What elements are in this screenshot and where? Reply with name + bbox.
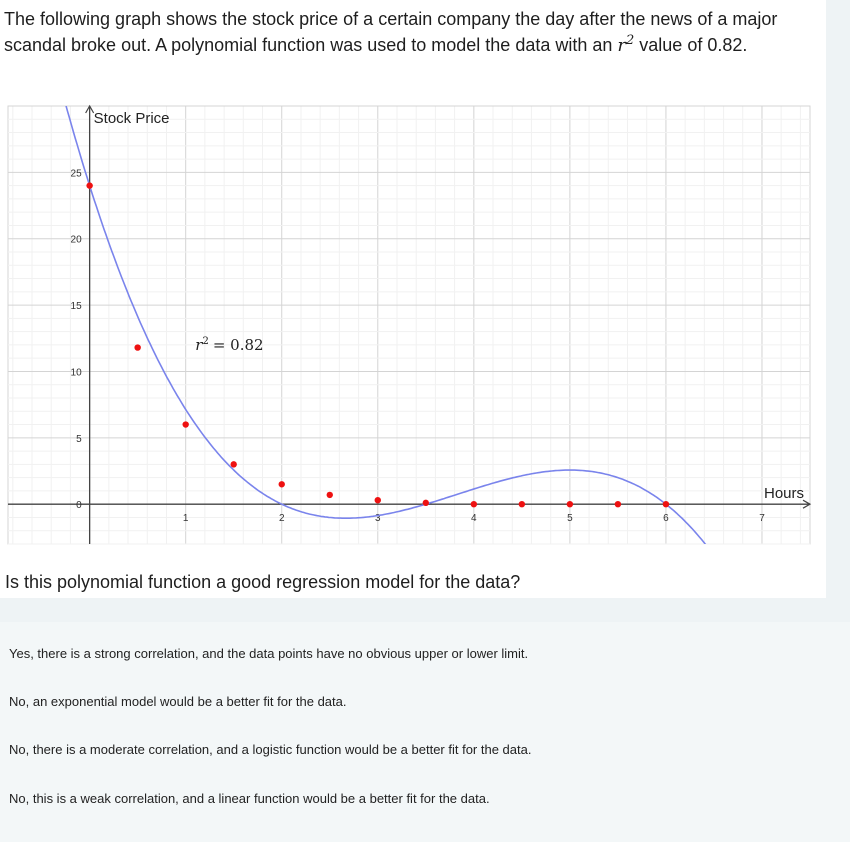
choice-d[interactable]: No, this is a weak correlation, and a li…	[0, 781, 850, 821]
x-tick-label: 7	[759, 513, 765, 524]
tick-labels: 1 2 3 4 5 6 7 0 5 10 15 20 25	[71, 168, 766, 524]
data-point	[662, 500, 670, 508]
data-point	[422, 499, 430, 507]
y-tick-label: 25	[71, 168, 83, 179]
question-text-start: The following graph shows the stock pric…	[4, 9, 778, 55]
data-point	[86, 182, 93, 189]
data-point	[326, 491, 333, 499]
data-point	[470, 500, 478, 508]
data-point	[374, 497, 381, 504]
r-exponent: 2	[626, 33, 635, 48]
data-point	[518, 500, 526, 508]
polynomial-curve	[65, 106, 707, 544]
answer-choices: Yes, there is a strong correlation, and …	[0, 622, 850, 842]
axes	[8, 104, 812, 544]
question-text: The following graph shows the stock pric…	[4, 6, 819, 59]
question-text-end: value of 0.82.	[634, 35, 748, 55]
y-tick-label: 20	[71, 235, 83, 246]
y-tick-label: 10	[71, 367, 83, 378]
y-axis-label: Stock Price	[94, 110, 170, 127]
data-point	[134, 344, 141, 351]
y-tick-label: 0	[76, 500, 82, 511]
data-point	[230, 461, 237, 468]
x-tick-label: 6	[663, 513, 669, 524]
anno-exp: 2	[202, 336, 208, 347]
y-axis-arrow	[85, 104, 95, 114]
x-tick-label: 1	[183, 513, 189, 524]
r-squared-annotation: r2 = 0.82	[195, 336, 263, 354]
data-point	[182, 421, 189, 428]
question-card: The following graph shows the stock pric…	[0, 0, 826, 598]
y-tick-label: 15	[71, 301, 83, 312]
anno-r: r	[195, 336, 203, 354]
r-symbol: r	[617, 35, 626, 56]
data-point	[566, 500, 574, 508]
choice-b[interactable]: No, an exponential model would be a bett…	[0, 684, 850, 724]
x-axis-label: Hours	[764, 485, 804, 502]
choice-a[interactable]: Yes, there is a strong correlation, and …	[0, 636, 850, 676]
data-points	[86, 182, 670, 508]
x-tick-label: 3	[375, 513, 381, 524]
anno-value: = 0.82	[213, 336, 264, 354]
data-point	[278, 481, 285, 488]
x-axis-arrow	[802, 499, 812, 509]
y-tick-label: 5	[76, 434, 82, 445]
choice-b-label: No, an exponential model would be a bett…	[9, 694, 347, 709]
choice-a-label: Yes, there is a strong correlation, and …	[9, 646, 529, 661]
choice-c-label: No, there is a moderate correlation, and…	[9, 742, 532, 757]
x-tick-label: 4	[471, 513, 477, 524]
choice-c[interactable]: No, there is a moderate correlation, and…	[0, 732, 850, 772]
question-prompt: Is this polynomial function a good regre…	[5, 572, 521, 592]
data-point	[614, 500, 622, 508]
x-tick-label: 5	[567, 513, 573, 524]
choice-d-label: No, this is a weak correlation, and a li…	[9, 791, 490, 806]
x-tick-label: 2	[279, 513, 285, 524]
